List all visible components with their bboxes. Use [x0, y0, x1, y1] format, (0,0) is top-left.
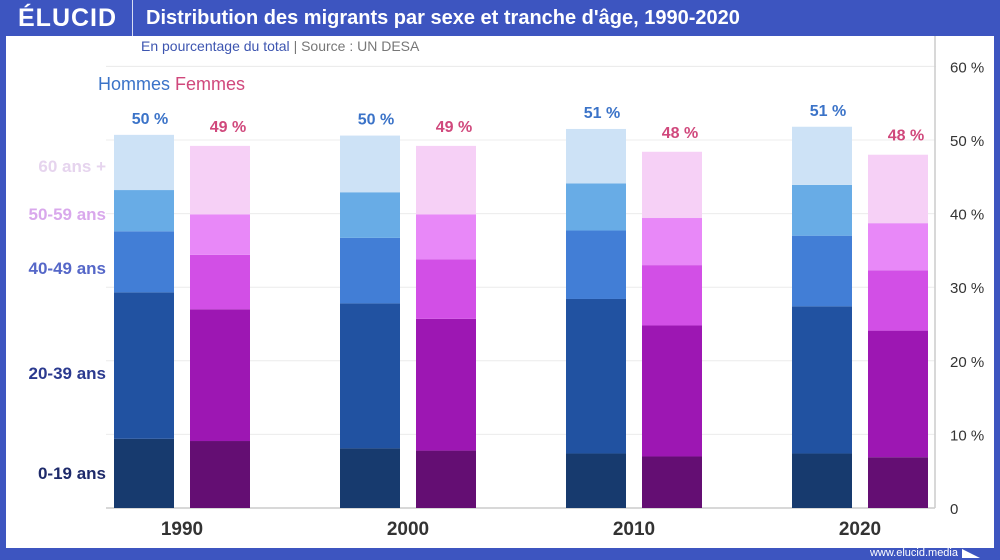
y-tick-label: 0	[950, 501, 958, 518]
footer-url: www.elucid.media	[869, 547, 958, 559]
logo-flag-icon	[962, 549, 980, 558]
bar-segment-femmes-1990-4	[190, 145, 250, 215]
bar-segment-femmes-1990-3	[190, 214, 250, 255]
bar-segment-femmes-1990-1	[190, 309, 250, 442]
bar-segment-femmes-2020-3	[868, 223, 928, 271]
legend-femmes: Femmes	[175, 74, 246, 94]
bar-segment-femmes-1990-0	[190, 441, 250, 508]
bar-segment-hommes-2020-3	[792, 184, 852, 236]
header: ÉLUCID Distribution des migrants par sex…	[0, 0, 1000, 36]
y-tick-label: 50 %	[950, 133, 984, 150]
age-group-label: 40-49 ans	[28, 259, 107, 278]
total-label: 48 %	[888, 128, 924, 145]
bar-segment-femmes-2000-4	[416, 145, 476, 215]
bar-segment-hommes-2010-4	[566, 128, 626, 184]
total-label: 51 %	[584, 105, 620, 122]
bar-segment-hommes-1990-4	[114, 134, 174, 191]
age-group-label: 0-19 ans	[37, 464, 106, 483]
bar-segment-femmes-2020-2	[868, 270, 928, 331]
bar-segment-femmes-2000-0	[416, 450, 476, 508]
bar-segment-hommes-2000-1	[340, 303, 400, 449]
bar-segment-femmes-2020-4	[868, 154, 928, 224]
bar-segment-hommes-2020-4	[792, 126, 852, 185]
y-tick-label: 20 %	[950, 354, 984, 371]
subtitle: En pourcentage du total | Source : UN DE…	[141, 38, 419, 54]
source-note: Source : UN DESA	[301, 38, 420, 54]
bar-segment-hommes-2000-2	[340, 237, 400, 304]
logo: ÉLUCID	[18, 4, 118, 32]
chart-title: Distribution des migrants par sexe et tr…	[146, 7, 740, 29]
total-label: 49 %	[436, 119, 472, 136]
bar-segment-femmes-2010-4	[642, 151, 702, 219]
y-tick-label: 30 %	[950, 280, 984, 297]
bar-segment-hommes-2020-1	[792, 306, 852, 454]
x-tick-label: 2010	[613, 519, 655, 540]
y-tick-label: 10 %	[950, 427, 984, 444]
bar-segment-femmes-2010-0	[642, 456, 702, 508]
total-label: 51 %	[810, 103, 846, 120]
x-tick-label: 1990	[161, 519, 203, 540]
bar-segment-hommes-2010-0	[566, 453, 626, 508]
bar-segment-hommes-2000-0	[340, 448, 400, 508]
total-label: 48 %	[662, 125, 698, 142]
x-tick-label: 2020	[839, 519, 881, 540]
age-group-label: 60 ans +	[38, 157, 106, 176]
bar-segment-femmes-2010-2	[642, 265, 702, 326]
bar-segment-femmes-2000-2	[416, 259, 476, 319]
bar-segment-femmes-2020-0	[868, 457, 928, 508]
bar-segment-hommes-1990-2	[114, 231, 174, 293]
y-tick-label: 40 %	[950, 207, 984, 224]
age-group-label: 50-59 ans	[28, 205, 107, 224]
bar-segment-hommes-1990-0	[114, 438, 174, 508]
bar-segment-femmes-2020-1	[868, 330, 928, 458]
bar-segment-femmes-2010-1	[642, 325, 702, 457]
bar-segment-femmes-2010-3	[642, 218, 702, 266]
bar-segment-femmes-2000-1	[416, 318, 476, 451]
bar-segment-hommes-2020-0	[792, 453, 852, 508]
y-tick-label: 60 %	[950, 59, 984, 76]
bar-segment-hommes-2010-1	[566, 298, 626, 454]
bar-segment-hommes-1990-1	[114, 292, 174, 439]
bar-segment-femmes-2000-3	[416, 214, 476, 260]
bar-segment-hommes-2020-2	[792, 235, 852, 307]
unit-note: En pourcentage du total	[141, 38, 290, 54]
bar-segment-hommes-2000-4	[340, 135, 400, 193]
header-divider	[132, 0, 133, 36]
bar-segment-femmes-1990-2	[190, 254, 250, 310]
legend-hommes: Hommes	[98, 74, 171, 94]
bar-segment-hommes-1990-3	[114, 190, 174, 232]
bar-segment-hommes-2000-3	[340, 192, 400, 238]
bar-segment-hommes-2010-2	[566, 230, 626, 299]
subtitle-separator: |	[293, 38, 298, 54]
legend: Hommes Femmes	[98, 74, 245, 95]
total-label: 50 %	[132, 111, 168, 128]
x-tick-label: 2000	[387, 519, 429, 540]
total-label: 50 %	[358, 112, 394, 129]
bar-segment-hommes-2010-3	[566, 183, 626, 231]
total-label: 49 %	[210, 119, 246, 136]
age-group-label: 20-39 ans	[28, 364, 107, 383]
